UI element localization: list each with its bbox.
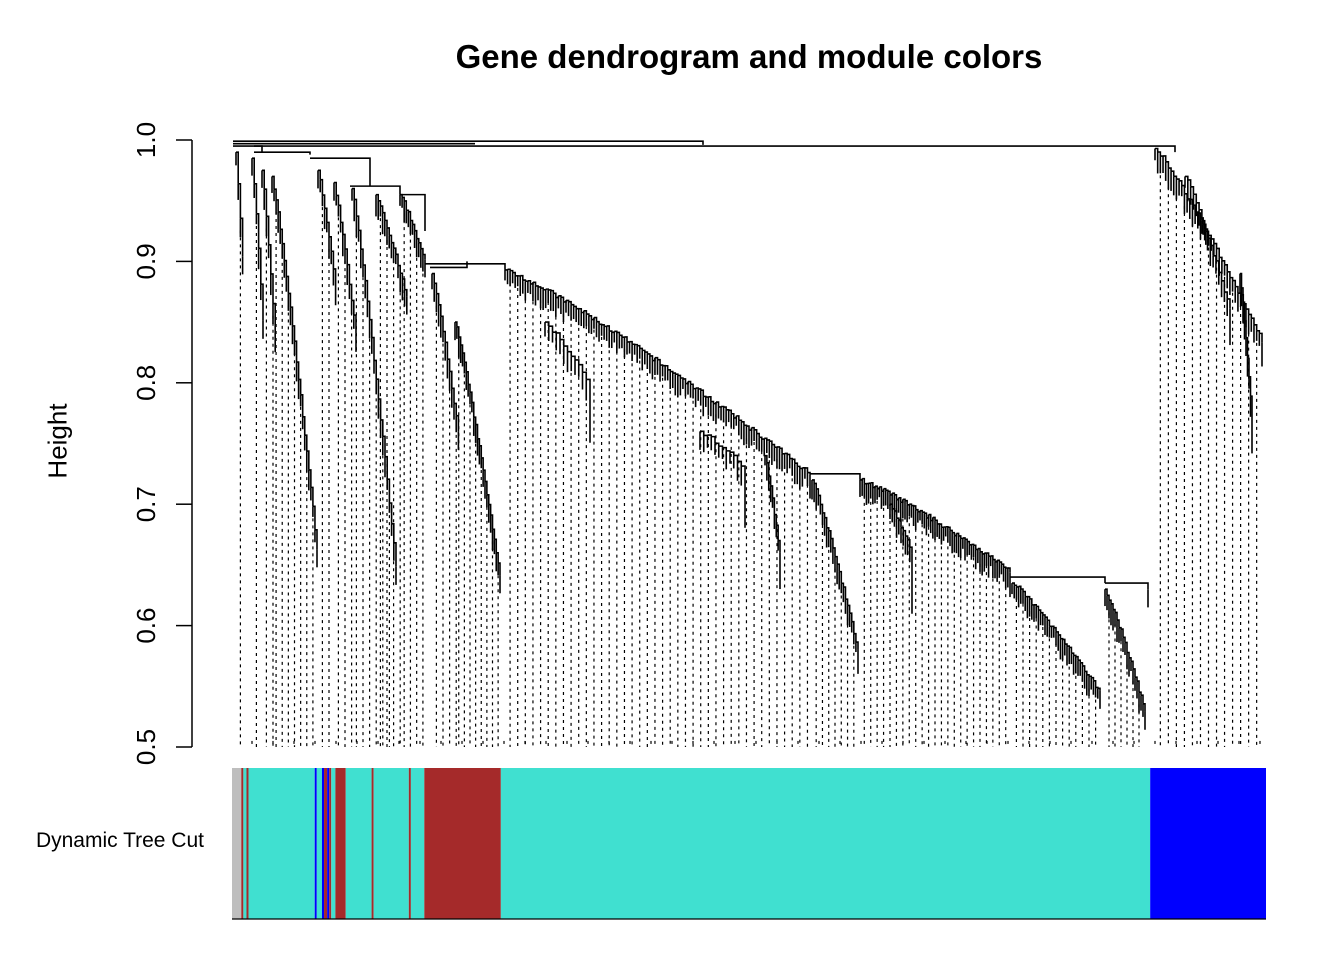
dendrogram-branch — [254, 152, 310, 154]
chart-title: Gene dendrogram and module colors — [232, 38, 1266, 76]
module-segment-brown — [372, 768, 374, 919]
module-segment-brown — [329, 768, 331, 919]
dendrogram-branch — [1010, 577, 1105, 583]
dendrogram-branch — [1105, 583, 1148, 589]
dendrogram-branch — [810, 474, 860, 480]
y-tick-label: 0.5 — [131, 729, 161, 765]
module-color-row — [232, 768, 1266, 919]
module-segment-brown — [241, 768, 243, 919]
module-segment-blue — [322, 768, 324, 919]
y-tick-label: 1.0 — [131, 122, 161, 158]
module-segment-brown — [409, 768, 411, 919]
module-segment-turquoise — [501, 768, 1150, 919]
dendrogram-branch — [310, 158, 370, 186]
y-tick-label: 0.6 — [131, 608, 161, 644]
module-segment-turquoise — [243, 768, 246, 919]
module-segment-grey — [232, 768, 241, 919]
module-segment-turquoise — [346, 768, 372, 919]
module-segment-turquoise — [411, 768, 424, 919]
y-tick-label: 0.8 — [131, 365, 161, 401]
module-segment-brown — [335, 768, 345, 919]
y-axis: 0.5 0.6 0.7 0.8 0.9 1.0 — [131, 122, 192, 765]
module-segment-brown — [424, 768, 501, 919]
y-tick-label: 0.9 — [131, 243, 161, 279]
dendrogram-branch — [233, 146, 262, 152]
module-segment-blue — [315, 768, 317, 919]
y-axis-label: Height — [43, 403, 74, 478]
module-segment-blue — [327, 768, 329, 919]
color-row-label: Dynamic Tree Cut — [36, 829, 204, 853]
dendrogram-branch — [350, 186, 400, 194]
y-tick-label: 0.7 — [131, 486, 161, 522]
module-segment-brown — [246, 768, 248, 919]
module-segment-turquoise — [317, 768, 322, 919]
module-segment-brown — [324, 768, 327, 919]
module-segment-turquoise — [249, 768, 315, 919]
module-segment-turquoise — [331, 768, 335, 919]
module-segment-turquoise — [374, 768, 409, 919]
module-segment-blue — [1150, 768, 1266, 919]
